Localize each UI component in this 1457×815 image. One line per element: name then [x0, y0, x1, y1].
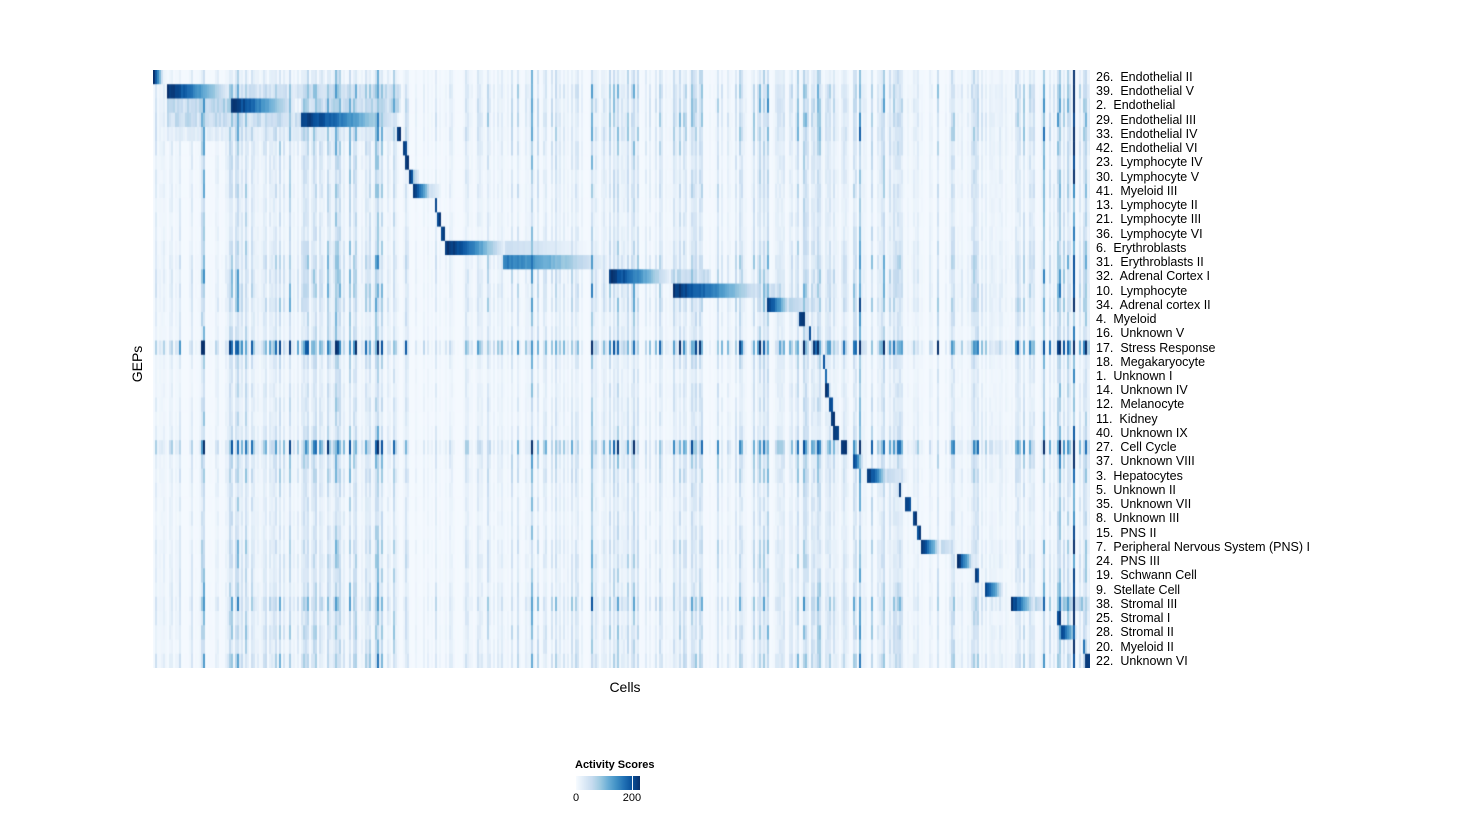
row-label: 16. Unknown V — [1096, 326, 1185, 341]
row-label: 41. Myeloid III — [1096, 183, 1178, 198]
row-label: 27. Cell Cycle — [1096, 440, 1177, 455]
row-label: 18. Megakaryocyte — [1096, 354, 1206, 369]
row-label: 28. Stromal II — [1096, 625, 1174, 640]
row-label: 13. Lymphocyte II — [1096, 198, 1198, 213]
row-label: 6. Erythroblasts — [1096, 240, 1187, 255]
row-label: 11. Kidney — [1096, 411, 1158, 426]
row-label: 39. Endothelial V — [1096, 84, 1194, 99]
legend-gradient-bar — [576, 776, 640, 790]
row-label: 9. Stellate Cell — [1096, 582, 1181, 597]
row-label: 40. Unknown IX — [1096, 425, 1188, 440]
row-label: 33. Endothelial IV — [1096, 126, 1198, 141]
row-label: 4. Myeloid — [1096, 312, 1157, 327]
activity-scores-legend: Activity Scores 0 200 — [572, 759, 685, 809]
legend-tick-label-200: 200 — [622, 792, 642, 804]
row-label: 35. Unknown VII — [1096, 497, 1192, 512]
row-label: 26. Endothelial II — [1096, 70, 1193, 84]
row-label: 7. Peripheral Nervous System (PNS) I — [1096, 539, 1310, 554]
row-label: 5. Unknown II — [1096, 482, 1176, 497]
row-label: 32. Adrenal Cortex I — [1096, 269, 1210, 284]
row-label: 14. Unknown IV — [1096, 383, 1188, 398]
row-label: 10. Lymphocyte — [1096, 283, 1188, 298]
row-label: 24. PNS III — [1096, 554, 1160, 569]
row-label: 29. Endothelial III — [1096, 112, 1197, 127]
x-axis-label: Cells — [609, 679, 641, 695]
legend-tick-mark-200 — [631, 776, 634, 790]
row-label: 19. Schwann Cell — [1096, 568, 1197, 583]
heatmap-canvas — [153, 70, 1090, 668]
row-label: 1. Unknown I — [1096, 369, 1173, 383]
gep-row-labels: 26. Endothelial II 39. Endothelial V 2. En… — [1096, 70, 1446, 668]
row-label: 37. Unknown VIII — [1096, 454, 1195, 469]
row-label: 8. Unknown III — [1096, 511, 1180, 526]
row-label: 34. Adrenal cortex II — [1096, 297, 1211, 312]
heatmap-plot-area — [153, 70, 1090, 668]
row-label: 31. Erythroblasts II — [1096, 255, 1204, 270]
row-label: 36. Lymphocyte VI — [1096, 226, 1203, 241]
row-label: 21. Lymphocyte III — [1096, 212, 1202, 227]
row-label: 20. Myeloid II — [1096, 639, 1174, 654]
row-label: 25. Stromal I — [1096, 611, 1171, 626]
legend-title: Activity Scores — [575, 759, 655, 771]
row-label: 2. Endothelial — [1096, 98, 1176, 113]
row-label: 15. PNS II — [1096, 525, 1157, 540]
row-label: 12. Melanocyte — [1096, 397, 1185, 412]
row-label: 30. Lymphocyte V — [1096, 169, 1200, 184]
row-label: 22. Unknown VI — [1096, 653, 1188, 668]
row-label: 3. Hepatocytes — [1096, 468, 1183, 483]
y-axis-label: GEPs — [129, 345, 145, 383]
row-label: 17. Stress Response — [1096, 340, 1216, 355]
row-label: 38. Stromal III — [1096, 596, 1178, 611]
row-label: 42. Endothelial VI — [1096, 141, 1198, 156]
legend-tick-label-0: 0 — [572, 792, 580, 804]
row-label: 23. Lymphocyte IV — [1096, 155, 1203, 170]
